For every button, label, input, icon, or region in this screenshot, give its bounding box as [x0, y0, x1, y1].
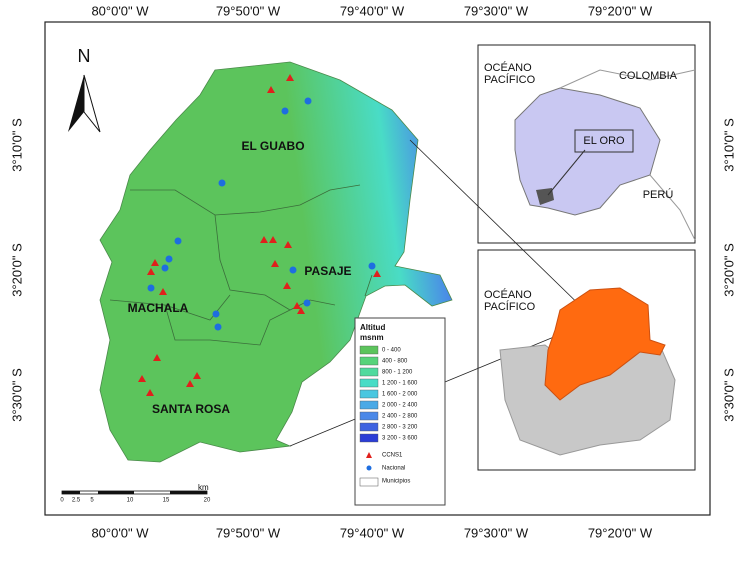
region-label: SANTA ROSA: [152, 402, 230, 416]
province-label: EL ORO: [583, 135, 625, 147]
north-arrow: [68, 75, 84, 132]
legend-swatch: [359, 367, 379, 377]
ccns1-markers: [138, 74, 381, 396]
ocean-text: OCÉANO PACÍFICO: [484, 288, 536, 313]
legend-swatch: [359, 400, 379, 410]
country-label: COLOMBIA: [619, 70, 678, 82]
legend-symbol: [366, 465, 372, 471]
legend-label: 1 200 - 1 600: [382, 381, 418, 387]
graticule-labels: 80°0'0" W 79°50'0" W 79°40'0" W 79°30'0" W 7…: [9, 3, 736, 540]
region-label: MACHALA: [128, 301, 189, 315]
scale-unit: km: [198, 483, 209, 492]
legend-label: 2 800 - 3 200: [382, 425, 418, 431]
scale-label: 2.5: [72, 498, 81, 504]
el-oro-province: [544, 287, 666, 401]
ocean-label: OCÉANO PACÍFICO: [484, 61, 536, 86]
latitude-label: 3°20'0" S: [9, 243, 24, 297]
longitude-label: 79°20'0" W: [588, 525, 653, 540]
legend-label: 2 000 - 2 400: [382, 403, 418, 409]
scale-label: 5: [90, 498, 94, 504]
legend-label: 800 - 1 200: [382, 370, 413, 376]
legend-label: Nacional: [382, 466, 405, 472]
legend-label: 0 - 400: [382, 348, 401, 354]
longitude-label: 79°50'0" W: [216, 3, 281, 18]
border: [559, 69, 696, 89]
longitude-label: 79°30'0" W: [464, 3, 529, 18]
pointer: [547, 149, 586, 196]
legend-swatch: [359, 422, 379, 432]
legend-symbol: [359, 477, 379, 487]
legend-label: 1 600 - 2 000: [382, 392, 418, 398]
nacional-markers: [147, 97, 376, 331]
border: [649, 174, 696, 241]
legend-label: 3 200 - 3 600: [382, 436, 418, 442]
north-arrow: [83, 74, 101, 133]
ocean-label: OCÉANO PACÍFICO: [484, 288, 536, 313]
longitude-label: 79°50'0" W: [216, 525, 281, 540]
label-box: [574, 129, 634, 153]
legend-swatch: [359, 433, 379, 443]
longitude-label: 80°0'0" W: [91, 525, 149, 540]
scale-label: 20: [204, 498, 211, 504]
outer-frame: [44, 21, 711, 516]
scale-label: 10: [127, 498, 134, 504]
legend-swatch: [359, 345, 379, 355]
latitude-label: 3°10'0" S: [9, 118, 24, 172]
scale-label: 0: [60, 498, 64, 504]
legend-label: 400 - 800: [382, 359, 408, 365]
region-label: PASAJE: [304, 264, 351, 278]
legend-label: CCNS1: [382, 453, 403, 459]
longitude-label: 79°30'0" W: [464, 525, 529, 540]
longitude-label: 79°40'0" W: [340, 525, 405, 540]
scale-labels: 0 2.5 5 10 15 20 km: [60, 483, 211, 503]
ocean-text: OCÉANO PACÍFICO: [484, 61, 536, 86]
latitude-label: 3°20'0" S: [721, 243, 736, 297]
legend-label: 2 400 - 2 800: [382, 414, 418, 420]
connector: [409, 139, 596, 321]
legend-title: Altitud msnm: [360, 323, 385, 342]
legend-swatch: [359, 356, 379, 366]
longitude-label: 80°0'0" W: [91, 3, 149, 18]
longitude-label: 79°40'0" W: [340, 3, 405, 18]
legend-symbol: [366, 452, 372, 458]
municipal-boundaries: [109, 184, 373, 346]
legend-swatch: [359, 411, 379, 421]
scale-label: 15: [163, 498, 170, 504]
country-label: PERÚ: [643, 188, 674, 201]
legend-label: Municipios: [382, 479, 410, 485]
legend-swatch: [359, 378, 379, 388]
legend-swatch: [359, 389, 379, 399]
latitude-label: 3°30'0" S: [721, 368, 736, 422]
latitude-label: 3°30'0" S: [9, 368, 24, 422]
longitude-label: 79°20'0" W: [588, 3, 653, 18]
legend-items: 0 - 400 400 - 800 800 - 1 200 1 200 - 1 600…: [359, 345, 418, 487]
north-label: N: [78, 46, 91, 66]
region-label: EL GUABO: [241, 139, 304, 153]
el-oro-highlight: [536, 188, 554, 205]
latitude-label: 3°10'0" S: [721, 118, 736, 172]
scale-bar: [61, 490, 208, 495]
